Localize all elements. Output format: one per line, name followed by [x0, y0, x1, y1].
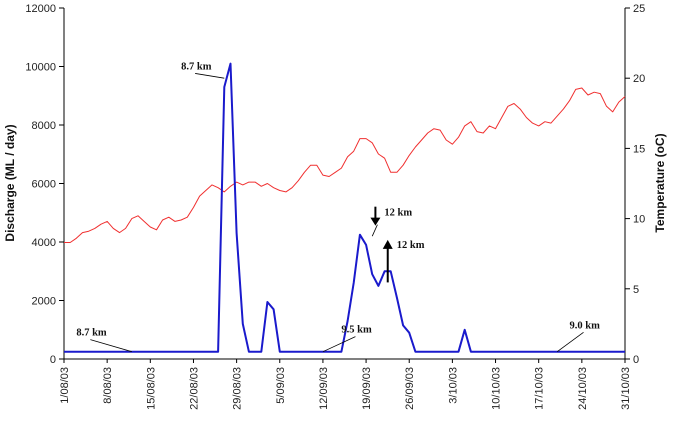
axes-layer: 0 2000 4000 6000 8000 10000 12000 0 5 10 15 20 25 1/0… [25, 3, 645, 410]
y-right-tick-label: 25 [633, 3, 645, 15]
annotation-label: 8.7 km [181, 61, 212, 72]
y-left-tick-label: 4000 [32, 237, 56, 249]
x-tick-label: 8/08/03 [102, 367, 114, 404]
y-right-tick-label: 0 [633, 354, 639, 366]
x-tick-label: 22/08/03 [188, 367, 200, 410]
x-tick-label: 1/08/03 [59, 367, 71, 404]
x-tick-label: 29/08/03 [232, 367, 244, 410]
x-tick-label: 12/09/03 [318, 367, 330, 410]
y-left-tick-label: 0 [50, 354, 56, 366]
annotation-label: 12 km [384, 208, 412, 219]
annotation-label: 12 km [397, 240, 425, 251]
annotation-label: 9.5 km [341, 325, 372, 336]
x-tick-label: 24/10/03 [577, 367, 589, 410]
y-axis-right-title: Temperature (oC) [653, 133, 667, 232]
y-right-tick-label: 20 [633, 73, 645, 85]
x-tick-label: 26/09/03 [404, 367, 416, 410]
temperature-line [64, 87, 626, 243]
y-left-tick-label: 10000 [25, 62, 56, 74]
x-tick-label: 10/10/03 [491, 367, 503, 410]
x-tick-label: 15/08/03 [145, 367, 157, 410]
temperature-series-layer [64, 87, 626, 243]
annotation-leader [195, 73, 225, 79]
y-right-tick-label: 15 [633, 143, 645, 155]
discharge-series-layer [64, 62, 625, 353]
annotation-leader [90, 339, 132, 353]
x-tick-label: 31/10/03 [620, 367, 632, 410]
y-right-tick-label: 10 [633, 214, 645, 226]
annotation-label: 8.7 km [76, 328, 107, 339]
annotation-leader [371, 224, 378, 237]
arrow-up-icon [382, 239, 393, 249]
y-axis-left-title: Discharge (ML / day) [3, 124, 17, 241]
x-tick-label: 19/09/03 [361, 367, 373, 410]
annotation-label: 9.0 km [570, 320, 601, 331]
discharge-line [64, 62, 625, 353]
x-tick-label: 3/10/03 [447, 367, 459, 404]
y-left-tick-label: 8000 [32, 120, 56, 132]
annotation-leader [322, 336, 356, 353]
annotation-leader [556, 331, 584, 353]
y-left-tick-label: 6000 [32, 179, 56, 191]
x-tick-label: 17/10/03 [534, 367, 546, 410]
y-left-tick-label: 12000 [25, 3, 56, 15]
y-left-tick-label: 2000 [32, 296, 56, 308]
annotation-layer: 8.7 km 8.7 km 9.5 km 12 km 12 km 9.0 km [76, 61, 601, 353]
x-tick-label: 5/09/03 [275, 367, 287, 404]
arrow-down-icon [370, 217, 381, 226]
y-right-tick-label: 5 [633, 284, 639, 296]
